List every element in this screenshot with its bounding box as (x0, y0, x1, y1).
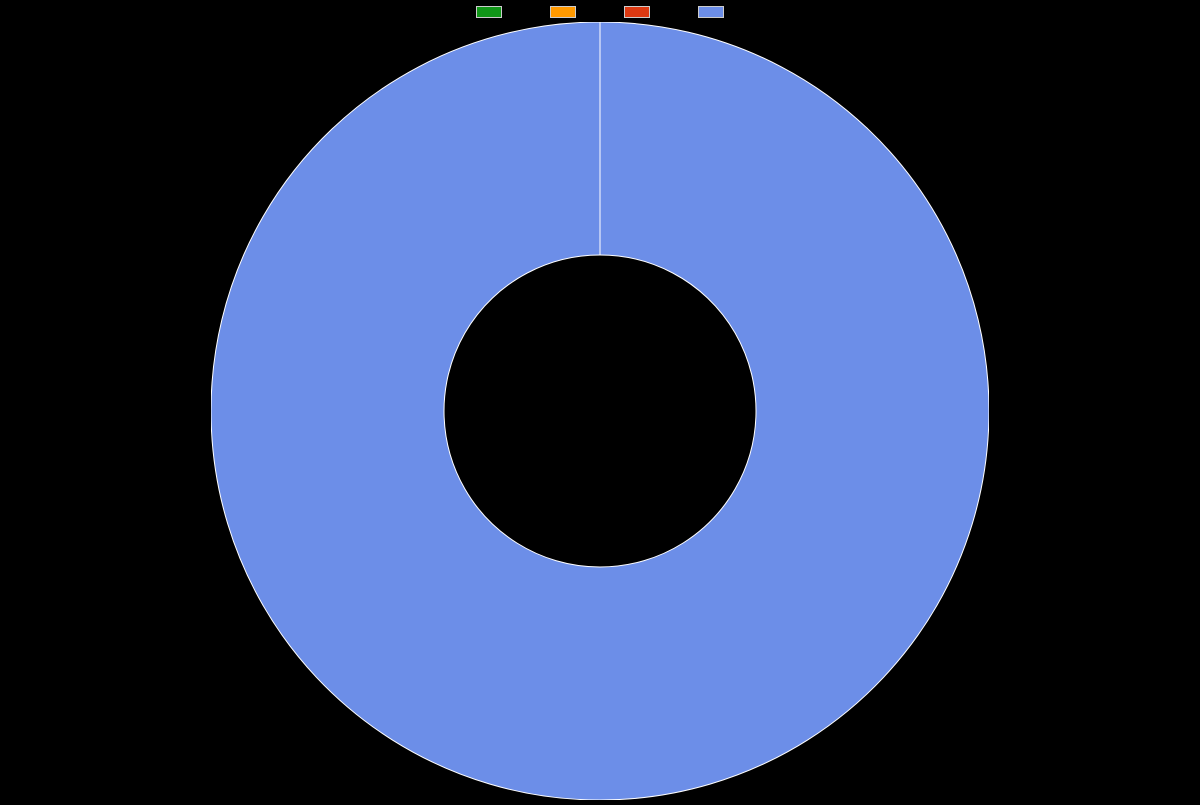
legend-swatch-3 (698, 6, 724, 18)
legend-item-0[interactable] (476, 6, 502, 18)
chart-legend (476, 6, 724, 18)
legend-item-3[interactable] (698, 6, 724, 18)
donut-chart (211, 22, 989, 800)
legend-item-2[interactable] (624, 6, 650, 18)
legend-swatch-1 (550, 6, 576, 18)
legend-item-1[interactable] (550, 6, 576, 18)
legend-swatch-2 (624, 6, 650, 18)
donut-svg (211, 22, 989, 800)
legend-swatch-0 (476, 6, 502, 18)
